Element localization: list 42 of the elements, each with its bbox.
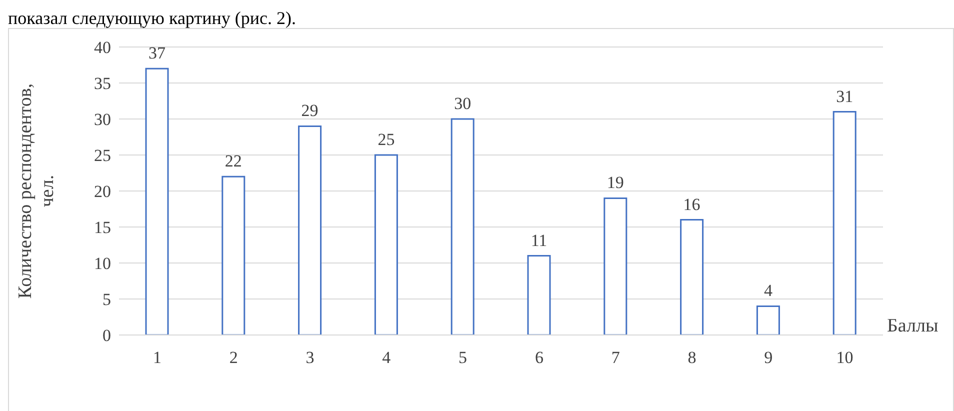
data-label: 16 xyxy=(683,194,700,214)
bar xyxy=(298,125,322,335)
data-label: 4 xyxy=(764,281,773,300)
data-label: 31 xyxy=(836,86,854,106)
x-tick-label: 6 xyxy=(534,348,544,368)
bar xyxy=(756,305,780,335)
y-tick-label: 35 xyxy=(94,74,111,94)
data-label: 11 xyxy=(530,230,548,250)
y-tick-label: 30 xyxy=(94,110,111,130)
y-tick-label: 0 xyxy=(102,326,111,346)
x-tick-label: 9 xyxy=(764,348,773,368)
bar xyxy=(604,197,628,335)
x-tick-label: 10 xyxy=(836,348,854,368)
y-axis-title: Количество респондентов, чел. xyxy=(15,83,58,299)
bar xyxy=(374,154,398,335)
data-label: 30 xyxy=(454,94,472,113)
bar xyxy=(145,68,169,335)
y-tick-label: 15 xyxy=(94,218,111,238)
x-tick-label: 2 xyxy=(229,348,238,368)
text: показал следующую картину (рис. 2). xyxy=(8,8,296,28)
y-tick-label: 10 xyxy=(94,254,111,274)
y-tick-label: 25 xyxy=(94,146,111,166)
bar xyxy=(450,118,474,335)
y-tick-label: 40 xyxy=(94,38,111,58)
y-tick-label: 20 xyxy=(94,182,111,202)
data-label: 25 xyxy=(378,130,395,149)
bar xyxy=(222,176,246,335)
x-tick-label: 3 xyxy=(306,348,314,368)
bar xyxy=(680,219,704,335)
x-tick-label: 7 xyxy=(611,348,620,368)
x-axis-title: Баллы xyxy=(887,316,938,337)
data-label: 29 xyxy=(301,101,318,120)
x-tick-label: 1 xyxy=(152,348,162,368)
x-tick-label: 5 xyxy=(458,348,468,368)
data-label: 22 xyxy=(224,152,242,171)
y-tick-label: 5 xyxy=(102,290,111,310)
x-tick-label: 8 xyxy=(688,348,696,368)
data-label: 37 xyxy=(148,44,166,63)
x-tick-label: 4 xyxy=(382,348,392,368)
bar xyxy=(832,111,856,335)
bar xyxy=(527,255,551,335)
data-label: 19 xyxy=(606,173,624,192)
